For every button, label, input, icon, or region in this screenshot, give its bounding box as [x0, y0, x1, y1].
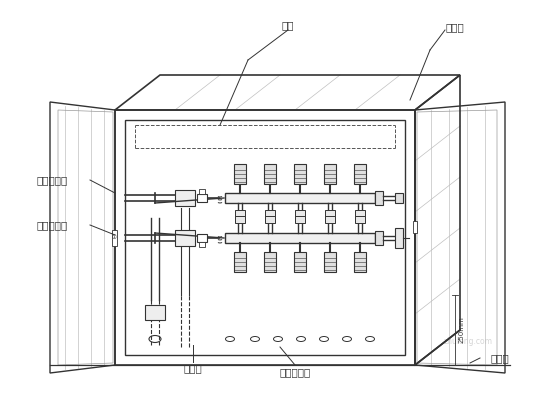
Bar — [264, 164, 276, 184]
Text: 地平面: 地平面 — [491, 353, 510, 363]
Bar — [265, 216, 275, 223]
Bar — [145, 305, 165, 320]
Bar — [295, 216, 305, 223]
Bar — [199, 189, 205, 194]
Text: 采暖回水管: 采暖回水管 — [36, 175, 68, 185]
Bar — [324, 252, 336, 272]
Bar — [294, 252, 306, 272]
Text: zhulong.com: zhulong.com — [444, 338, 492, 346]
Bar — [395, 228, 403, 248]
Bar — [294, 164, 306, 184]
Bar — [175, 230, 195, 246]
Bar — [325, 216, 335, 223]
Bar — [115, 110, 415, 365]
Bar — [235, 210, 245, 217]
Bar — [295, 210, 305, 217]
Text: 分水箱: 分水箱 — [446, 22, 464, 32]
Bar — [324, 164, 336, 184]
Bar — [234, 252, 246, 272]
Bar — [375, 191, 383, 205]
Bar — [175, 190, 195, 206]
Text: 地暖盘管孔: 地暖盘管孔 — [279, 367, 311, 377]
Bar — [325, 210, 335, 217]
Bar — [375, 231, 383, 245]
Bar — [355, 216, 365, 223]
Bar — [413, 220, 417, 233]
Bar — [125, 120, 405, 355]
Bar — [112, 229, 117, 246]
Bar — [355, 210, 365, 217]
Text: ①: ① — [111, 235, 116, 240]
Text: 250mm: 250mm — [459, 317, 465, 344]
Bar — [354, 252, 366, 272]
Bar — [225, 193, 375, 203]
Bar — [354, 164, 366, 184]
Bar — [264, 252, 276, 272]
Bar — [235, 216, 245, 223]
Bar — [265, 210, 275, 217]
Bar — [199, 242, 205, 247]
Bar — [395, 193, 403, 203]
Bar — [225, 233, 375, 243]
Text: 采暖供水管: 采暖供水管 — [36, 220, 68, 230]
Bar — [197, 234, 207, 242]
Bar — [234, 164, 246, 184]
Text: 线盒: 线盒 — [282, 20, 294, 30]
Text: 主管孔: 主管孔 — [184, 363, 202, 373]
Bar — [197, 194, 207, 202]
